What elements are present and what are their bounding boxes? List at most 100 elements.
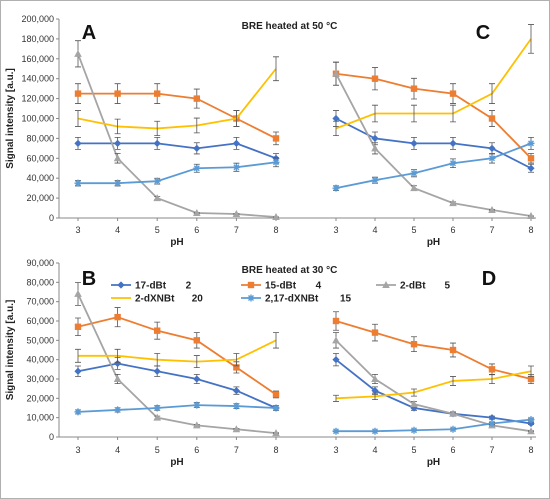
series-line <box>77 68 277 130</box>
series-line <box>78 161 277 185</box>
series-2-dXNBt <box>333 24 534 137</box>
data-point <box>332 427 340 435</box>
x-tick-label: 7 <box>489 225 494 235</box>
series-2-dBt <box>332 332 535 435</box>
error-bar <box>75 110 81 127</box>
data-point <box>371 144 379 152</box>
x-tick-label: 5 <box>155 445 160 455</box>
y-axis-label: Signal intensity [a.u.] <box>5 300 16 401</box>
series-2,17-dXNBt <box>74 401 280 416</box>
data-point <box>153 413 161 421</box>
series-2,17-dXNBt <box>332 137 535 192</box>
panel-D: D 3 4 5 6 7 8 pH <box>332 268 535 468</box>
x-tick-label: 5 <box>411 445 416 455</box>
y-tick-label: 30,000 <box>26 374 54 384</box>
data-point <box>410 139 418 147</box>
chart-row-1: 0 20,000 40,000 60,000 80,000 100,000 120,000 1… <box>5 14 536 248</box>
legend-marker <box>247 294 255 302</box>
y-tick-label: 50,000 <box>26 335 54 345</box>
data-point <box>153 139 161 147</box>
data-point <box>410 169 418 177</box>
data-point <box>371 427 379 435</box>
error-bar <box>273 332 279 349</box>
data-point <box>272 391 280 398</box>
data-point <box>113 375 122 382</box>
data-point <box>272 213 280 221</box>
data-point <box>332 69 340 77</box>
error-bar <box>75 348 81 363</box>
data-point <box>114 313 121 321</box>
y-tick-label: 200,000 <box>21 14 54 24</box>
data-point <box>371 387 379 395</box>
data-point <box>232 387 240 395</box>
legend-marker <box>382 281 390 288</box>
data-point <box>410 426 418 434</box>
data-point <box>74 139 82 147</box>
legend-label: 2-dBt <box>400 281 426 292</box>
series-line <box>77 404 277 413</box>
error-bar <box>528 24 534 54</box>
error-bar <box>450 104 456 123</box>
series-line <box>77 316 277 396</box>
data-point <box>488 154 496 162</box>
data-point <box>410 341 418 348</box>
data-point <box>193 421 201 429</box>
y-tick-label: 0 <box>49 213 54 223</box>
series-line <box>78 92 277 140</box>
data-point <box>527 416 535 424</box>
data-point <box>527 212 535 220</box>
error-bar <box>489 373 495 385</box>
legend-item: 2,17-dXNBt 15 <box>241 294 352 305</box>
series-15-dBt <box>74 83 280 146</box>
x-axis-label: pH <box>427 237 440 248</box>
data-point <box>232 210 241 218</box>
x-axis-label: pH <box>170 457 183 468</box>
data-point <box>449 199 457 207</box>
y-tick-label: 100,000 <box>21 114 54 124</box>
y-tick-label: 20,000 <box>26 393 54 403</box>
error-bar <box>114 118 121 135</box>
data-point <box>527 139 535 147</box>
data-point <box>410 184 418 192</box>
series-2-dBt <box>332 61 535 220</box>
data-point <box>193 401 201 409</box>
data-point <box>371 375 379 382</box>
x-tick-label: 6 <box>450 225 455 235</box>
y-tick-label: 60,000 <box>26 316 54 326</box>
panel-B: B 3 4 5 6 7 8 pH <box>74 268 280 468</box>
legend-item: 2-dBt 5 <box>376 281 451 292</box>
x-tick-label: 4 <box>372 445 377 455</box>
data-point <box>193 209 201 217</box>
y-tick-label: 80,000 <box>26 277 54 287</box>
x-tick-label: 6 <box>450 445 455 455</box>
data-point <box>272 429 280 437</box>
error-bar <box>372 104 378 123</box>
x-tick-label: 4 <box>372 225 377 235</box>
series-2,17-dXNBt <box>74 157 280 187</box>
series-line <box>335 38 532 130</box>
data-point <box>488 414 496 422</box>
legend-count: 5 <box>445 281 451 292</box>
data-point <box>193 95 200 102</box>
data-point <box>527 427 535 435</box>
series-line <box>335 142 532 190</box>
y-tick-label: 40,000 <box>26 355 54 365</box>
chart-row-2: 0 10,000 20,000 30,000 40,000 50,000 60,000 70,… <box>5 258 536 468</box>
y-tick-label: 80,000 <box>26 133 54 143</box>
x-tick-label: 7 <box>234 225 239 235</box>
data-point <box>193 375 201 383</box>
data-point <box>449 346 457 354</box>
data-point <box>232 425 241 433</box>
chart-title: BRE heated at 50 °C <box>242 21 338 32</box>
x-tick-label: 8 <box>528 225 533 235</box>
data-point <box>114 179 122 187</box>
data-point <box>272 404 280 412</box>
y-tick-label: 160,000 <box>21 54 54 64</box>
data-point <box>371 134 379 142</box>
error-bar <box>193 355 200 369</box>
y-tick-label: 10,000 <box>26 413 54 423</box>
error-bar <box>333 120 339 137</box>
data-point <box>232 163 240 171</box>
